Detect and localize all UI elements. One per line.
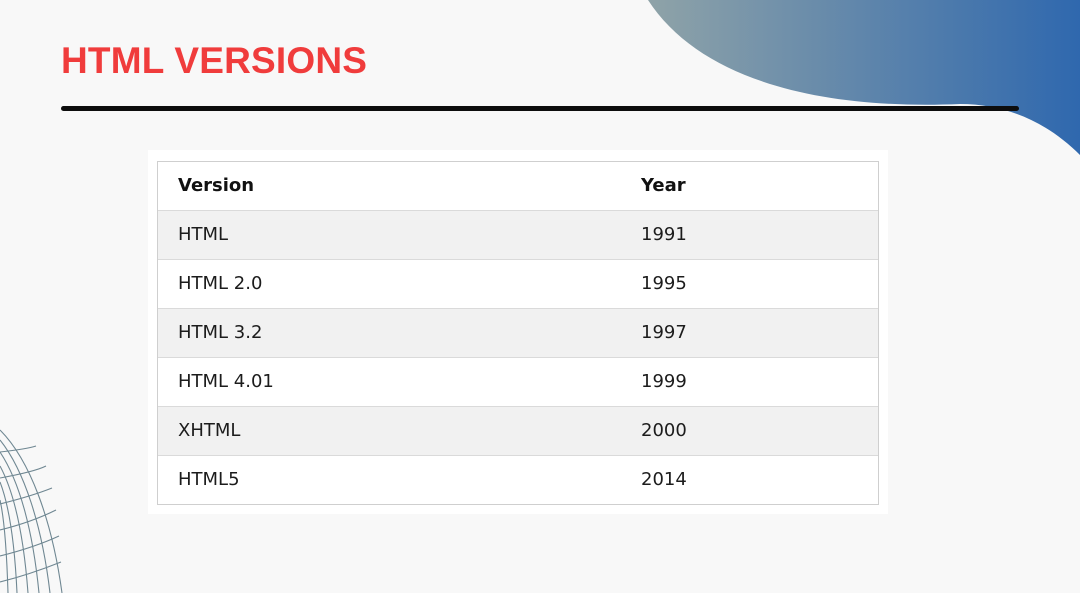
version-cell: HTML 2.0	[178, 273, 263, 294]
version-cell: HTML 3.2	[178, 322, 263, 343]
versions-table: Version Year HTML 1991 HTML 2.0 1995 HTM…	[157, 161, 879, 505]
table-row: HTML 4.01 1999	[158, 358, 878, 407]
column-header-year: Year	[641, 175, 686, 196]
version-cell: XHTML	[178, 420, 241, 441]
year-cell: 1999	[641, 371, 687, 392]
wire-globe-decoration	[0, 429, 63, 593]
year-cell: 2014	[641, 469, 687, 490]
page-title: HTML VERSIONS	[61, 40, 368, 81]
version-cell: HTML5	[178, 469, 240, 490]
table-row: HTML 3.2 1997	[158, 309, 878, 358]
year-cell: 1991	[641, 224, 687, 245]
table-row: HTML 1991	[158, 211, 878, 260]
version-cell: HTML 4.01	[178, 371, 274, 392]
table-row: XHTML 2000	[158, 407, 878, 456]
title-divider	[61, 106, 1019, 111]
corner-gradient-shape	[648, 0, 1080, 155]
year-cell: 2000	[641, 420, 687, 441]
table-row: HTML 2.0 1995	[158, 260, 878, 309]
version-cell: HTML	[178, 224, 229, 245]
column-header-version: Version	[178, 175, 255, 196]
year-cell: 1995	[641, 273, 687, 294]
table-row: HTML5 2014	[158, 456, 878, 504]
versions-table-card: Version Year HTML 1991 HTML 2.0 1995 HTM…	[148, 150, 888, 514]
year-cell: 1997	[641, 322, 687, 343]
table-header-row: Version Year	[158, 162, 878, 211]
